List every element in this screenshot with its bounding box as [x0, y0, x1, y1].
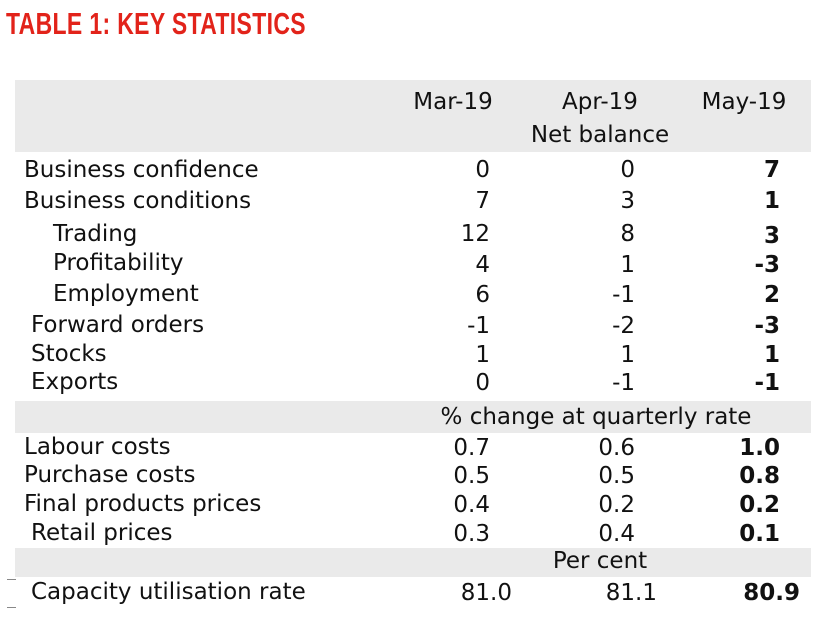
- value-mar: 0.3: [453, 521, 490, 547]
- value-may: -1: [754, 370, 780, 396]
- section-heading-quarterly: % change at quarterly rate: [440, 404, 752, 430]
- row-label: Exports: [31, 369, 119, 395]
- header-band: [15, 80, 811, 152]
- row-label: Business conditions: [24, 188, 252, 214]
- row-label: Labour costs: [24, 434, 171, 460]
- value-mar: -1: [467, 313, 490, 339]
- row-label: Final products prices: [24, 491, 262, 517]
- value-may: 1: [763, 342, 780, 368]
- row-label: Business confidence: [24, 157, 259, 183]
- value-apr: 8: [620, 221, 635, 247]
- value-mar: 12: [460, 221, 490, 247]
- divider-tick: [7, 607, 16, 608]
- value-mar: 0: [475, 370, 490, 396]
- value-apr: -1: [612, 370, 635, 396]
- value-may: 1.0: [739, 435, 780, 461]
- section-heading-per-cent: Per cent: [552, 548, 648, 574]
- value-may: 80.9: [743, 580, 800, 606]
- section-band-per-cent: [15, 548, 811, 577]
- value-apr: 1: [620, 252, 635, 278]
- section-heading-net-balance: Net balance: [530, 122, 670, 148]
- value-may: 3: [763, 223, 780, 249]
- value-apr: 1: [620, 342, 635, 368]
- row-label: Trading: [53, 221, 138, 247]
- row-label: Forward orders: [31, 312, 205, 338]
- column-header-apr: Apr-19: [562, 89, 638, 115]
- value-mar: 0: [475, 157, 490, 183]
- value-apr: -2: [612, 313, 635, 339]
- value-apr: 0: [620, 157, 635, 183]
- table-title: TABLE 1: KEY STATISTICS: [6, 6, 306, 41]
- value-mar: 0.7: [453, 435, 490, 461]
- value-may: -3: [754, 252, 780, 278]
- value-may: 2: [763, 282, 780, 308]
- value-mar: 7: [475, 188, 490, 214]
- value-apr: -1: [612, 282, 635, 308]
- value-mar: 81.0: [460, 580, 512, 606]
- value-apr: 0.2: [598, 492, 635, 518]
- value-may: 7: [763, 157, 780, 183]
- row-label: Profitability: [53, 250, 184, 276]
- section-band-quarterly: [15, 401, 811, 433]
- row-label: Employment: [53, 281, 199, 307]
- value-may: 0.1: [739, 521, 780, 547]
- value-mar: 6: [475, 282, 490, 308]
- value-apr: 0.6: [598, 435, 635, 461]
- value-apr: 3: [620, 188, 635, 214]
- value-may: 0.8: [739, 463, 780, 489]
- value-mar: 0.5: [453, 463, 490, 489]
- value-mar: 0.4: [453, 492, 490, 518]
- value-may: 1: [763, 188, 780, 214]
- value-apr: 0.5: [598, 463, 635, 489]
- value-mar: 4: [475, 252, 490, 278]
- value-may: -3: [754, 313, 780, 339]
- value-apr: 0.4: [598, 521, 635, 547]
- row-label: Retail prices: [31, 520, 173, 546]
- row-label: Capacity utilisation rate: [31, 579, 306, 605]
- value-mar: 1: [475, 342, 490, 368]
- column-header-mar: Mar-19: [413, 89, 493, 115]
- value-may: 0.2: [739, 492, 780, 518]
- row-label: Purchase costs: [24, 462, 196, 488]
- value-apr: 81.1: [605, 580, 657, 606]
- divider-tick: [7, 579, 16, 580]
- column-header-may: May-19: [701, 89, 787, 115]
- row-label: Stocks: [31, 341, 107, 367]
